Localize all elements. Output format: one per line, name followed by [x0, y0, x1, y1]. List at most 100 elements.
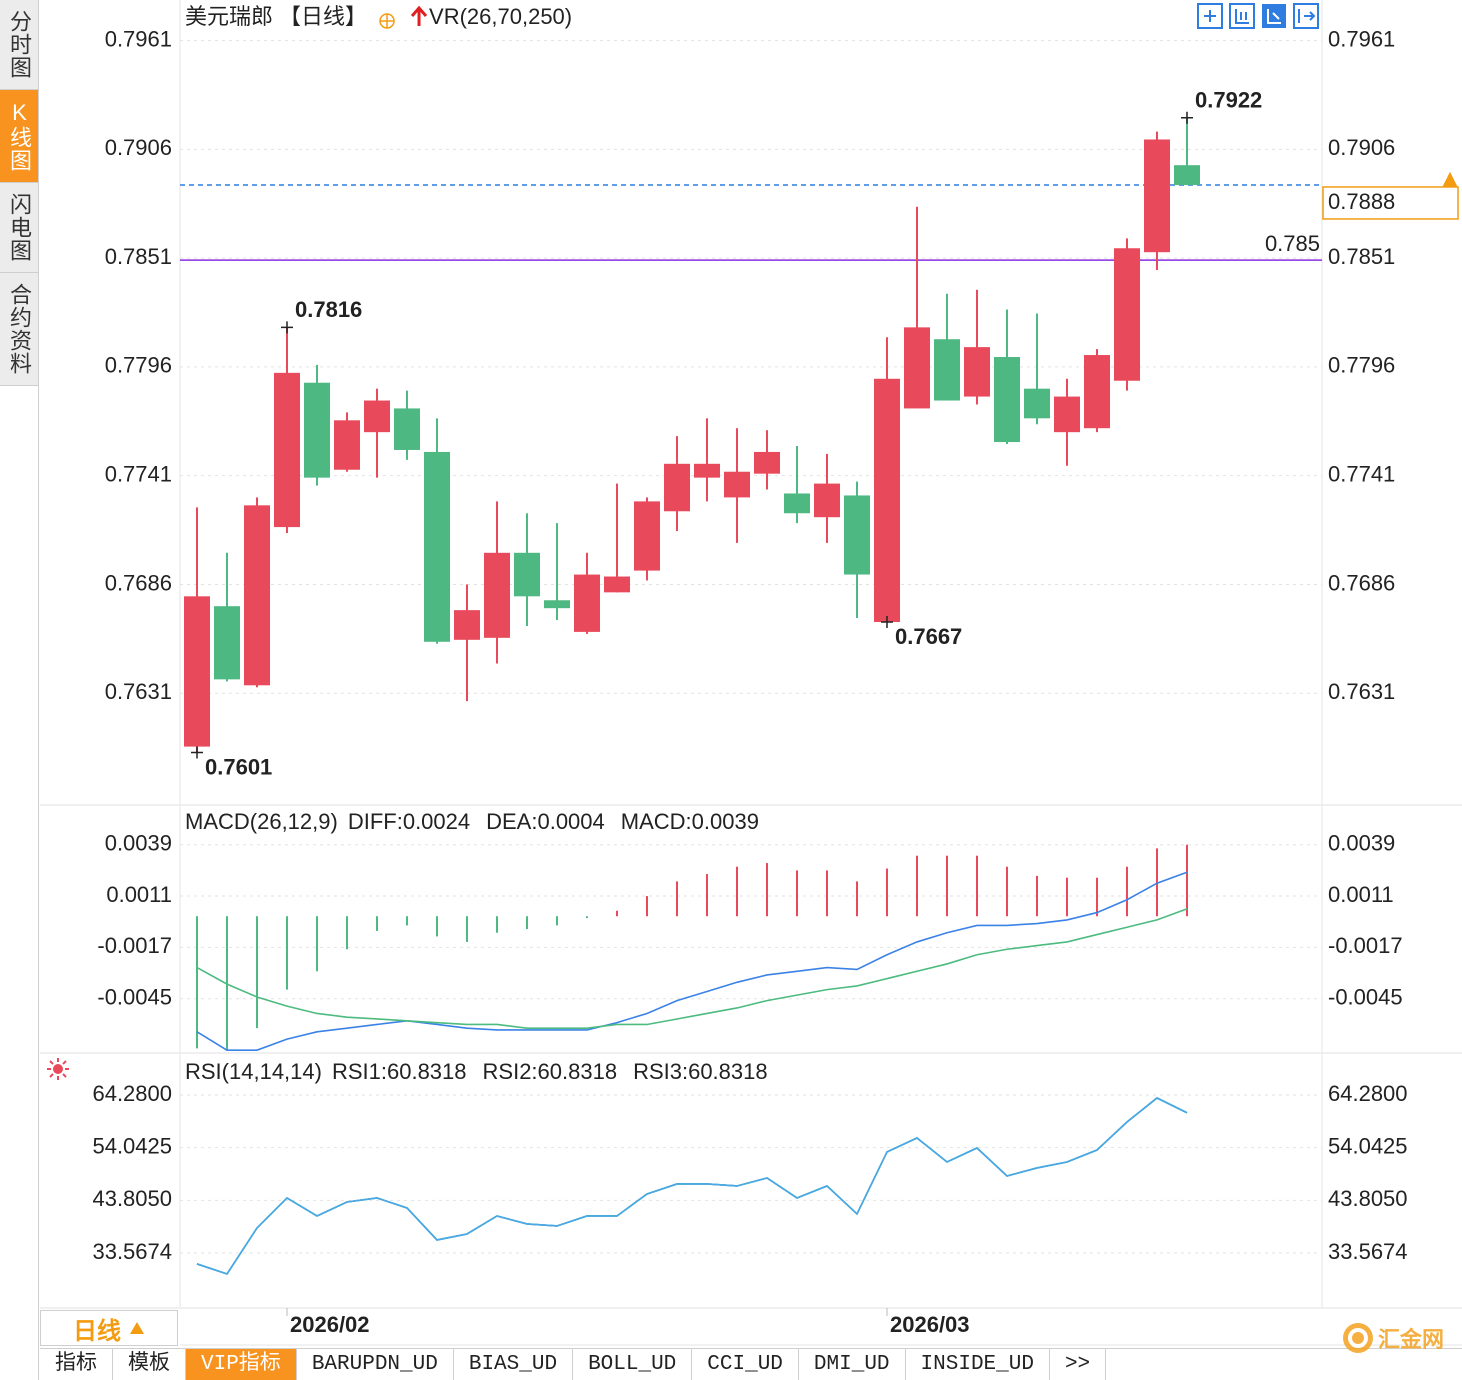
sidebar-tab[interactable]: 分时图 [0, 0, 38, 90]
y-tick-label-left: 0.7961 [105, 26, 172, 51]
y-tick-label-left: 64.2800 [92, 1081, 172, 1106]
candle-body [754, 451, 780, 474]
sidebar: 分时图 K线图 闪电图 合约资料 [0, 0, 39, 1380]
period-selector[interactable]: 日线 [40, 1310, 178, 1346]
logo: 汇金网 [1342, 1322, 1444, 1354]
y-tick-label-left: 43.8050 [92, 1186, 172, 1211]
current-price-marker [1442, 171, 1458, 189]
series-line [196, 871, 1188, 1051]
icon[interactable] [1197, 3, 1223, 29]
candle-body [364, 400, 390, 433]
y-tick-label-left: 33.5674 [92, 1239, 172, 1264]
y-tick-label-left: 0.0011 [106, 882, 172, 907]
logo-icon [1343, 1323, 1373, 1353]
extreme-label: 0.7816 [295, 297, 362, 322]
x-tick-label: 2026/03 [890, 1312, 970, 1337]
candle-body [244, 505, 270, 686]
series-line [196, 1097, 1188, 1275]
y-tick-label-left: -0.0017 [97, 933, 172, 958]
extreme-label: 0.7601 [205, 754, 272, 779]
vr-arrow-icon [410, 5, 428, 26]
period-arrow [130, 1322, 144, 1334]
candle-body [214, 606, 240, 680]
legend-entry: RSI2:60.8318 [483, 1059, 618, 1084]
y-tick-label-right: 0.0011 [1328, 882, 1394, 907]
sidebar-tab[interactable]: K线图 [0, 90, 38, 183]
indicator-tab[interactable]: VIP指标 [186, 1349, 297, 1380]
candle-body [394, 408, 420, 450]
indicator-tab[interactable]: DMI_UD [799, 1349, 906, 1380]
y-tick-label-right: -0.0017 [1328, 933, 1403, 958]
icon[interactable] [1262, 4, 1286, 28]
candle-body [454, 610, 480, 640]
y-tick-label-right: 0.7961 [1328, 26, 1395, 51]
candle-body [694, 463, 720, 478]
toolbar-icons [1197, 3, 1319, 29]
indicator-tab[interactable]: BIAS_UD [454, 1349, 574, 1380]
price-line-label: 0.785 [1265, 231, 1320, 256]
instrument-title: 美元瑞郎 [185, 4, 273, 29]
indicator-tab[interactable]: 模板 [113, 1349, 186, 1380]
candle-body [1144, 139, 1170, 253]
extreme-cross [191, 746, 203, 759]
candle-body [574, 574, 600, 632]
indicator-tab[interactable]: BARUPDN_UD [297, 1349, 454, 1380]
price-box-label: 0.7888 [1328, 189, 1395, 214]
candle-body [1084, 355, 1110, 429]
y-tick-label-right: 64.2800 [1328, 1081, 1408, 1106]
x-tick-label: 2026/02 [290, 1312, 370, 1337]
candle-body [994, 357, 1020, 443]
extreme-label: 0.7922 [1195, 88, 1262, 113]
y-tick-label-right: 0.7851 [1328, 244, 1395, 269]
legend-entry: RSI1:60.8318 [332, 1059, 467, 1084]
indicator-tab[interactable]: BOLL_UD [573, 1349, 693, 1380]
indicator-tab[interactable]: 指标 [40, 1349, 113, 1380]
rsi-icon [47, 1058, 69, 1080]
period-title: 【日线】 [279, 4, 367, 29]
indicator-tab[interactable]: >> [1050, 1349, 1107, 1380]
y-tick-label-left: 0.7796 [105, 353, 172, 378]
sidebar-tab[interactable]: 合约资料 [0, 273, 38, 386]
y-tick-label-left: -0.0045 [97, 985, 172, 1010]
extreme-cross [281, 321, 293, 334]
icon-glyph [1235, 9, 1249, 24]
sidebar-tab[interactable]: 闪电图 [0, 183, 38, 273]
indicator-title: RSI(14,14,14) [185, 1059, 322, 1084]
candle-body [1024, 388, 1050, 419]
candle-body [604, 576, 630, 593]
candle-body [1114, 248, 1140, 381]
price-box [1322, 186, 1459, 220]
indicator-tab[interactable]: INSIDE_UD [906, 1349, 1050, 1380]
extreme-cross [881, 616, 893, 629]
icon-glyph [1204, 10, 1216, 22]
extreme-cross [1181, 111, 1193, 124]
y-tick-label-left: 0.7906 [105, 135, 172, 160]
icon-glyph [1298, 9, 1316, 23]
candle-body [334, 420, 360, 470]
candle-body [844, 495, 870, 575]
icon-glyph [1267, 9, 1281, 24]
candle-body [1174, 165, 1200, 185]
y-tick-label-left: 0.7631 [105, 679, 172, 704]
y-tick-label-left: 54.0425 [92, 1133, 172, 1158]
candle-body [964, 347, 990, 397]
y-tick-label-right: 0.0039 [1328, 831, 1395, 856]
series-line [196, 908, 1188, 1029]
period-label: 日线 [73, 1317, 121, 1345]
legend-entry: MACD:0.0039 [621, 809, 759, 834]
candle-body [304, 382, 330, 478]
y-tick-label-right: 43.8050 [1328, 1186, 1408, 1211]
y-tick-label-right: 0.7741 [1328, 461, 1395, 486]
y-tick-label-right: 33.5674 [1328, 1239, 1408, 1264]
indicator-tab[interactable]: CCI_UD [692, 1349, 799, 1380]
candle-body [664, 463, 690, 512]
candle-body [784, 493, 810, 514]
candle-body [544, 600, 570, 609]
indicator-title: MACD(26,12,9) [185, 809, 338, 834]
y-tick-label-right: -0.0045 [1328, 985, 1403, 1010]
indicator-title: VR(26,70,250) [429, 4, 572, 29]
candle-body [184, 596, 210, 747]
legend-entry: RSI3:60.8318 [633, 1059, 768, 1084]
